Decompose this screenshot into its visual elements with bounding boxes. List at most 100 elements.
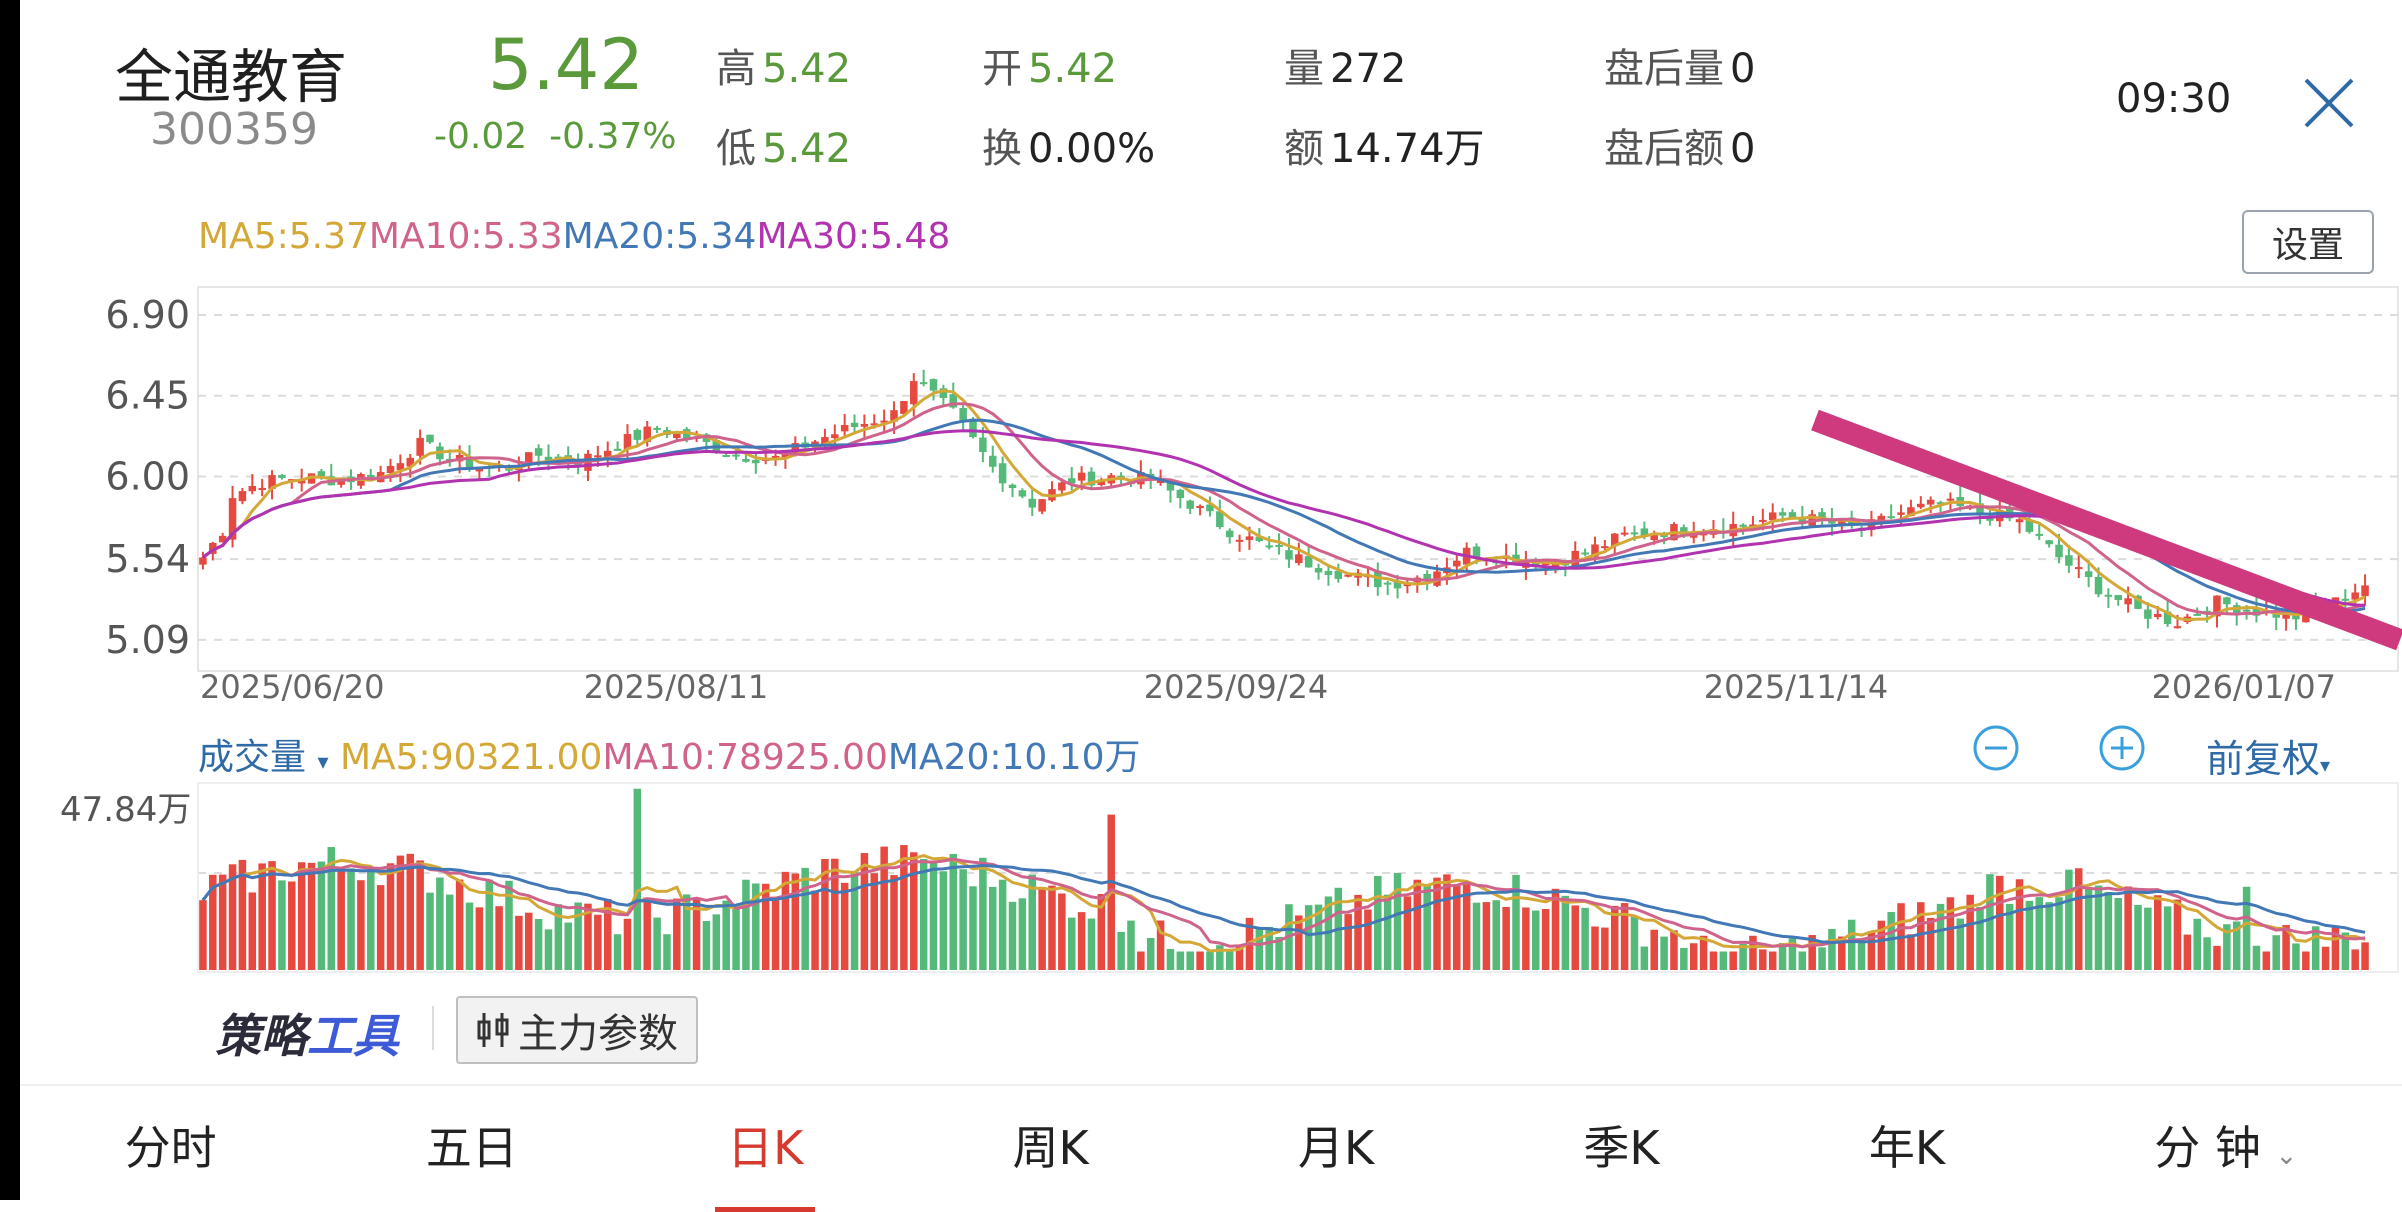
volume-bar: [534, 918, 543, 970]
candle-body: [929, 379, 938, 391]
candle-body: [2282, 611, 2290, 619]
volume-bar: [1788, 938, 1797, 970]
candle-body: [998, 463, 1007, 484]
candle-body: [919, 382, 928, 385]
candle-body: [2025, 520, 2034, 532]
volume-bar: [603, 899, 612, 970]
volume-bar: [544, 929, 553, 970]
volume-indicator-selector[interactable]: 成交量 ▾: [198, 737, 329, 778]
volume-bar: [307, 862, 316, 970]
candle-body: [1976, 503, 1984, 514]
volume-bar: [1364, 909, 1372, 970]
tab-intraday[interactable]: 分时: [124, 1121, 217, 1175]
volume-bar: [1640, 946, 1649, 970]
candle-body: [2015, 519, 2024, 523]
candle-body: [386, 465, 395, 474]
volume-bar: [1304, 905, 1313, 970]
tab-weekly-k[interactable]: 周K: [1012, 1121, 1089, 1175]
candle-body: [1275, 544, 1283, 547]
close-icon[interactable]: [2302, 76, 2356, 130]
volume-bar: [584, 903, 592, 970]
volume-bar: [2252, 945, 2261, 970]
candle-body: [949, 394, 958, 408]
volume-bar: [1936, 903, 1945, 970]
minus-circle-icon: [1973, 725, 2019, 771]
volume-bar: [2311, 926, 2320, 970]
volume-bar: [2173, 899, 2182, 970]
trend-stroke: [1811, 409, 2402, 651]
volume-bar: [998, 879, 1007, 970]
candle-body: [732, 454, 740, 457]
candlestick-icon: [477, 1013, 509, 1047]
volume-bar: [248, 892, 257, 970]
candle-body: [1028, 498, 1036, 508]
volume-max-label: 47.84万: [60, 790, 191, 830]
volume-bar: [870, 873, 879, 970]
price-x-tick-label: 2025/11/14: [1704, 668, 1888, 706]
volume-bar: [1502, 906, 1510, 970]
volume-bar: [2015, 879, 2024, 970]
tab-daily-k[interactable]: 日K: [703, 1104, 827, 1212]
volume-bar: [2282, 925, 2290, 970]
candle-body: [1768, 512, 1777, 521]
candle-body: [603, 450, 612, 459]
adjust-mode-selector[interactable]: 前复权▾: [2206, 728, 2330, 783]
candle-body: [1423, 573, 1431, 582]
tab-minute[interactable]: 分 钟 ⌄: [2130, 1104, 2321, 1186]
volume-bar: [801, 867, 809, 970]
volume-bar: [2242, 886, 2251, 970]
price-x-tick-label: 2026/01/07: [2152, 668, 2336, 706]
candle-body: [1166, 480, 1175, 491]
candle-body: [2351, 592, 2359, 600]
tab-quarterly-k[interactable]: 季K: [1583, 1121, 1660, 1175]
volume-bar: [2262, 951, 2271, 970]
tab-monthly-k[interactable]: 月K: [1297, 1121, 1375, 1175]
tabbar-divider: [20, 1084, 2402, 1086]
volume-bar: [485, 879, 493, 970]
zoom-out-button[interactable]: [1972, 724, 2020, 772]
tab-yearly-k[interactable]: 年K: [1868, 1121, 1945, 1175]
volume-chart[interactable]: 47.84万: [0, 775, 2402, 975]
stock-code: 300359: [150, 104, 318, 155]
volume-bar: [1008, 901, 1017, 970]
kline-chart[interactable]: 6.90 6.45 6.00 5.54 5.09 2025/06/20 2025/08/1…: [0, 285, 2402, 715]
volume-bar: [643, 897, 651, 970]
volume-bar: [1087, 918, 1096, 970]
candle-body: [2173, 626, 2182, 629]
volume-bar: [446, 894, 454, 970]
candle-body: [2193, 613, 2201, 616]
candle-body: [840, 424, 849, 432]
volume-bar: [949, 853, 958, 970]
candle-body: [1946, 498, 1955, 501]
zoom-in-button[interactable]: [2098, 724, 2146, 772]
settings-button[interactable]: 设置: [2242, 210, 2374, 274]
volume-bar: [1798, 951, 1807, 970]
volume-bar: [1374, 875, 1382, 970]
vol-ma5-line: [201, 854, 2366, 953]
tab-five-day[interactable]: 五日: [425, 1121, 518, 1175]
volume-bar: [850, 871, 859, 970]
candle-body: [979, 437, 987, 453]
candle-body: [1660, 535, 1668, 538]
candle-body: [1334, 570, 1343, 579]
price-y-tick-label: 6.45: [105, 374, 190, 418]
volume-bar: [2351, 949, 2359, 970]
volume-bar: [673, 898, 681, 970]
candle-body: [594, 455, 602, 458]
volume-plot-frame: [197, 782, 2399, 973]
candle-body: [1818, 512, 1826, 520]
volume-bar: [1275, 937, 1283, 970]
after-volume-label: 盘后量: [1604, 46, 1724, 92]
quote-after-amount: 盘后额 0: [1604, 116, 1755, 174]
strategy-tools[interactable]: 策略工具: [215, 1000, 399, 1066]
ma5-label: MA5:5.37: [198, 216, 369, 257]
volume-bar: [465, 902, 474, 970]
volume-bar: [2292, 943, 2300, 970]
candle-body: [742, 458, 750, 462]
volume-bar: [702, 921, 711, 970]
main-force-params-button[interactable]: 主力参数: [456, 996, 698, 1064]
volume-bar: [594, 914, 602, 970]
candle-body: [1216, 511, 1224, 528]
turnover-label: 换: [982, 126, 1022, 172]
ma20-label: MA20:5.34: [562, 216, 757, 257]
